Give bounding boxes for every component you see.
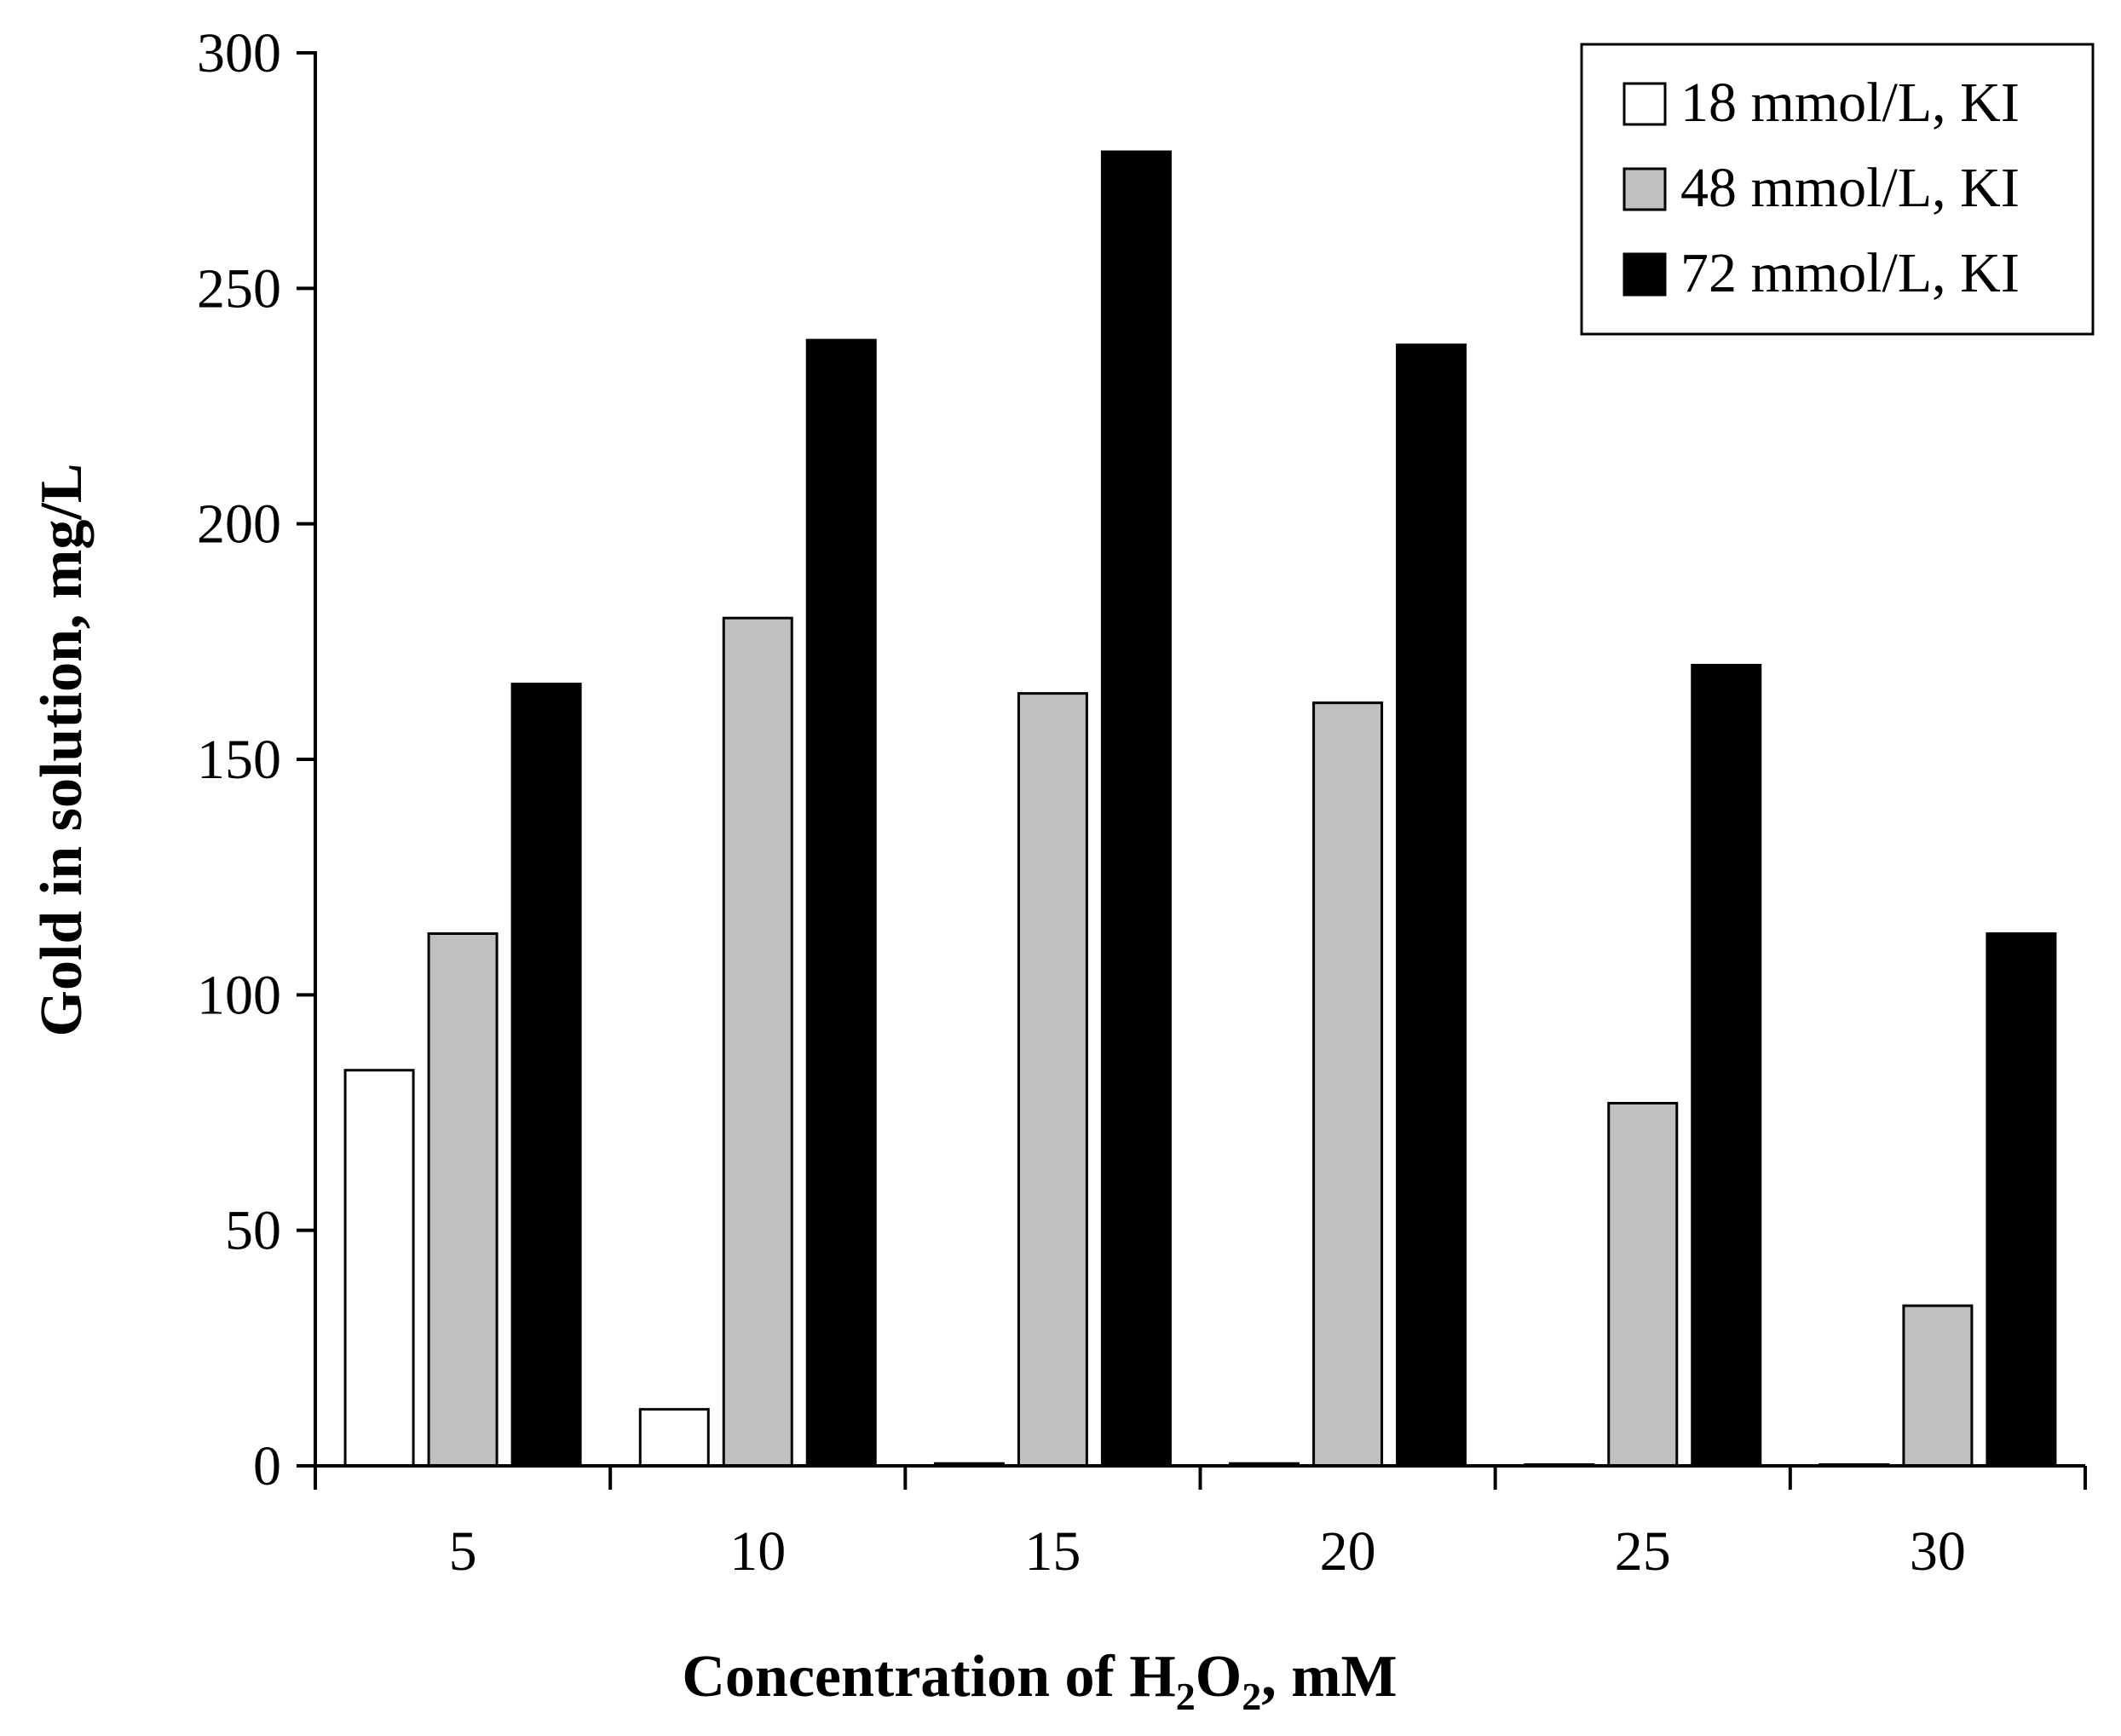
y-tick-label-0: 0 [253, 1435, 281, 1497]
legend-box [1580, 43, 2095, 336]
bar-5-72 [510, 683, 582, 1468]
x-tick-label-20: 20 [1320, 1520, 1376, 1583]
x-axis-title-sub1: 2 [1176, 1675, 1196, 1718]
bar-15-72 [1100, 150, 1172, 1468]
bar-30-72 [1986, 931, 2057, 1468]
bar-10-72 [805, 338, 877, 1468]
y-tick-label-150: 150 [197, 729, 281, 791]
bar-25-48 [1607, 1101, 1679, 1468]
x-axis-title-sub2: 2 [1242, 1675, 1261, 1718]
bar-15-48 [1017, 692, 1088, 1468]
x-axis-title-prefix: Concentration of H [682, 1644, 1175, 1710]
bar-10-48 [722, 616, 793, 1468]
x-tick-label-25: 25 [1615, 1520, 1671, 1583]
bars-layer [343, 150, 2057, 1468]
y-tick-label-200: 200 [197, 493, 281, 556]
x-tick-label-10: 10 [729, 1520, 786, 1583]
legend: 18 mmol/L, KI 48 mmol/L, KI 72 mmol/L, K… [1580, 43, 2095, 336]
bar-20-48 [1312, 701, 1384, 1468]
x-tick-label-30: 30 [1910, 1520, 1966, 1583]
bar-5-48 [427, 931, 499, 1468]
y-tick-label-300: 300 [197, 22, 281, 84]
x-axis-title-mid: O [1196, 1644, 1242, 1710]
legend-label-72: 72 mmol/L, KI [1680, 242, 2020, 304]
x-tick-label-15: 15 [1024, 1520, 1081, 1583]
bar-5-18 [343, 1069, 415, 1468]
legend-label-18: 18 mmol/L, KI [1680, 72, 2020, 134]
bar-10-18 [638, 1408, 710, 1468]
axes-layer [297, 51, 2087, 1490]
labels-layer: 0 50 100 150 200 250 300 5 10 15 20 25 30 [197, 22, 1966, 1583]
bar-30-48 [1902, 1304, 1974, 1468]
legend-swatch-72 [1622, 252, 1667, 297]
legend-swatch-18 [1622, 82, 1667, 126]
x-axis-title-suffix: , mM [1261, 1644, 1397, 1710]
legend-label-48: 48 mmol/L, KI [1680, 157, 2020, 219]
y-tick-label-50: 50 [225, 1200, 281, 1262]
y-tick-label-250: 250 [197, 257, 281, 320]
bar-25-72 [1691, 663, 1762, 1468]
y-axis-title: Gold in solution, mg/L [29, 464, 95, 1037]
x-tick-label-5: 5 [449, 1520, 477, 1583]
legend-swatch-48 [1622, 167, 1667, 211]
y-tick-label-100: 100 [197, 964, 281, 1026]
bar-20-72 [1396, 343, 1467, 1468]
x-axis-title: Concentration of H2O2, mM [682, 1644, 1397, 1718]
